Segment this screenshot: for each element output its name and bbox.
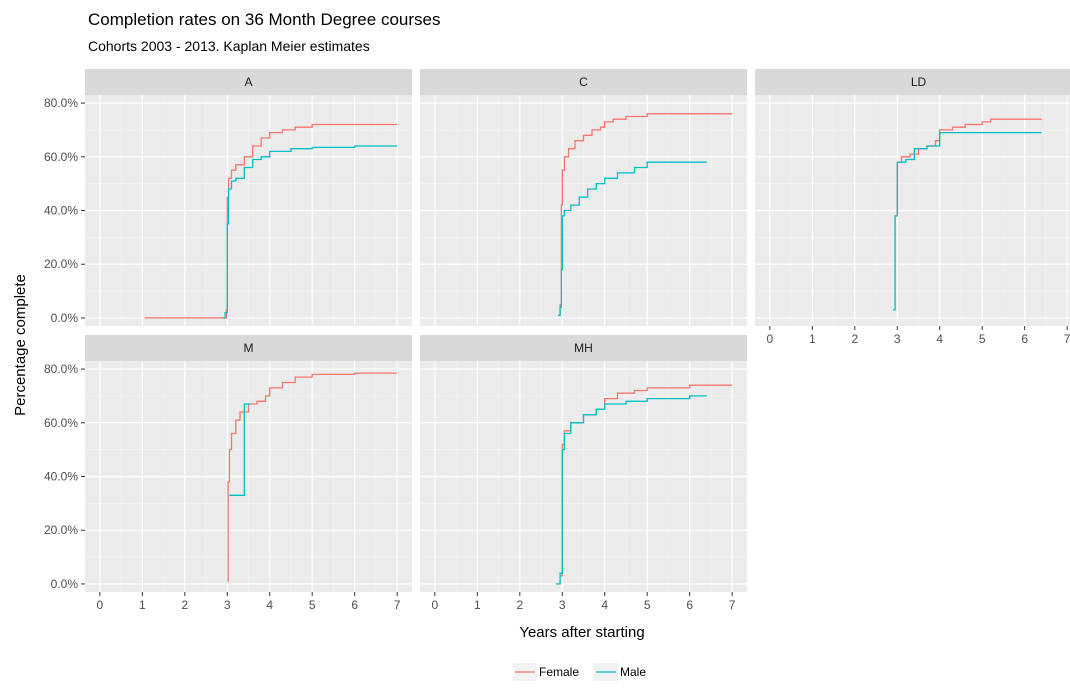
series-line-male-ld bbox=[893, 131, 1042, 311]
panel-ld: LD 0 1 2 3 4 5 6 7 bbox=[755, 69, 1070, 346]
y-axis-title: Percentage complete bbox=[12, 274, 29, 416]
series-line-male-c bbox=[558, 161, 707, 316]
panel-a: A 0.0% 20.0% 40.0% 60.0% 80.0% bbox=[44, 69, 412, 326]
panel-strip-ld bbox=[755, 69, 1070, 95]
panel-strip-label-mh: MH bbox=[574, 341, 593, 355]
series-line-male-m bbox=[229, 403, 251, 496]
x-tick-label: 1 bbox=[139, 598, 146, 612]
panel-m: M 0.0% 20.0% 40.0% 60.0% 80.0% 0 1 2 3 4 5 6 7 bbox=[44, 335, 412, 612]
panel-strip-label-a: A bbox=[244, 75, 252, 89]
y-tick-label: 0.0% bbox=[51, 577, 79, 591]
x-axis-title: Years after starting bbox=[519, 624, 644, 641]
x-tick-label: 1 bbox=[474, 598, 481, 612]
legend: Female Male bbox=[513, 663, 646, 681]
panel-c: C bbox=[420, 69, 747, 326]
x-tick-label: 3 bbox=[559, 598, 566, 612]
panel-strip-label-ld: LD bbox=[911, 75, 927, 89]
series-line-male-mh bbox=[555, 395, 707, 585]
chart-title: Completion rates on 36 Month Degree cour… bbox=[88, 10, 441, 29]
x-tick-label: 0 bbox=[767, 332, 774, 346]
x-tick-label: 2 bbox=[851, 332, 858, 346]
panel-strip-mh bbox=[420, 335, 747, 361]
x-tick-label: 1 bbox=[809, 332, 816, 346]
x-tick-label: 0 bbox=[97, 598, 104, 612]
panel-mh: MH 0 1 2 3 4 5 6 7 bbox=[420, 335, 747, 612]
x-tick-label: 5 bbox=[309, 598, 316, 612]
x-tick-label: 6 bbox=[1021, 332, 1028, 346]
panel-strip-label-m: M bbox=[244, 341, 254, 355]
x-tick-label: 4 bbox=[601, 598, 608, 612]
y-tick-label: 40.0% bbox=[44, 470, 78, 484]
series-line-female-ld bbox=[895, 118, 1042, 217]
x-tick-label: 7 bbox=[1064, 332, 1070, 346]
panel-strip-m bbox=[85, 335, 412, 361]
y-tick-label: 80.0% bbox=[44, 362, 78, 376]
series-line-female-c bbox=[558, 113, 733, 316]
x-tick-label: 7 bbox=[394, 598, 401, 612]
x-tick-label: 7 bbox=[729, 598, 736, 612]
series-line-female-m bbox=[227, 372, 398, 582]
chart-subtitle: Cohorts 2003 - 2013. Kaplan Meier estima… bbox=[88, 38, 370, 54]
y-tick-label: 60.0% bbox=[44, 416, 78, 430]
x-tick-label: 5 bbox=[979, 332, 986, 346]
panel-strip-label-c: C bbox=[579, 75, 588, 89]
x-tick-label: 6 bbox=[351, 598, 358, 612]
legend-label-female: Female bbox=[539, 665, 579, 679]
x-tick-label: 0 bbox=[432, 598, 439, 612]
x-tick-label: 2 bbox=[181, 598, 188, 612]
y-tick-label: 80.0% bbox=[44, 96, 78, 110]
x-tick-label: 3 bbox=[224, 598, 231, 612]
series-line-male-a bbox=[223, 145, 398, 319]
panel-strip-c bbox=[420, 69, 747, 95]
y-tick-label: 0.0% bbox=[51, 311, 79, 325]
y-tick-label: 60.0% bbox=[44, 150, 78, 164]
x-tick-label: 4 bbox=[266, 598, 273, 612]
x-tick-label: 3 bbox=[894, 332, 901, 346]
y-tick-label: 20.0% bbox=[44, 523, 78, 537]
x-tick-label: 6 bbox=[686, 598, 693, 612]
y-tick-label: 20.0% bbox=[44, 257, 78, 271]
x-tick-label: 2 bbox=[516, 598, 523, 612]
legend-label-male: Male bbox=[620, 665, 646, 679]
x-tick-label: 4 bbox=[936, 332, 943, 346]
panel-strip-a bbox=[85, 69, 412, 95]
x-tick-label: 5 bbox=[644, 598, 651, 612]
y-tick-label: 40.0% bbox=[44, 204, 78, 218]
